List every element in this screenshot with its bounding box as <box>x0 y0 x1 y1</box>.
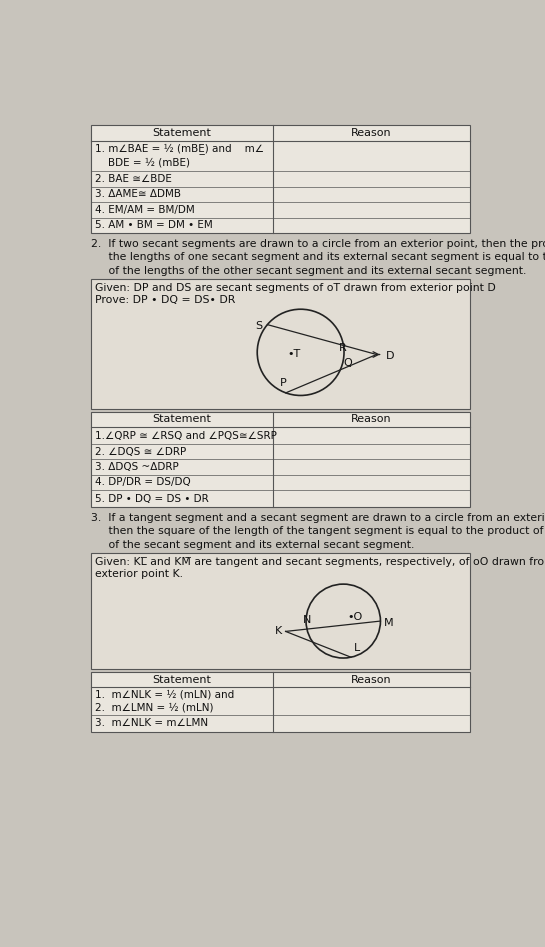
Text: Reason: Reason <box>351 674 391 685</box>
Text: N: N <box>302 615 311 625</box>
Text: Statement: Statement <box>153 674 211 685</box>
Bar <box>92 125 470 233</box>
Text: Statement: Statement <box>153 415 211 424</box>
Text: 1.  m∠NLK = ½ (mLN) and
2.  m∠LMN = ½ (mLN): 1. m∠NLK = ½ (mLN) and 2. m∠LMN = ½ (mLN… <box>95 690 234 712</box>
Text: S: S <box>255 321 262 331</box>
Text: 2. ∠DQS ≅ ∠DRP: 2. ∠DQS ≅ ∠DRP <box>95 447 186 456</box>
Text: M: M <box>384 617 394 628</box>
Text: 4. DP/DR = DS/DQ: 4. DP/DR = DS/DQ <box>95 477 191 488</box>
Text: Reason: Reason <box>351 128 391 138</box>
Text: •T: •T <box>288 348 301 359</box>
Text: 4. EM/AM = BM/DM: 4. EM/AM = BM/DM <box>95 205 195 215</box>
Text: Statement: Statement <box>153 128 211 138</box>
Text: Prove: DP • DQ = DS• DR: Prove: DP • DQ = DS• DR <box>95 295 235 305</box>
Text: 5. DP • DQ = DS • DR: 5. DP • DQ = DS • DR <box>95 493 209 504</box>
Text: 5. AM • BM = DM • EM: 5. AM • BM = DM • EM <box>95 221 213 230</box>
Text: D: D <box>386 351 395 361</box>
Text: L: L <box>354 643 360 652</box>
Text: Given: KL̅ and KM̅ are tangent and secant segments, respectively, of oO drawn fr: Given: KL̅ and KM̅ are tangent and secan… <box>95 557 545 579</box>
Text: P: P <box>280 378 287 388</box>
Bar <box>92 279 470 408</box>
Text: Reason: Reason <box>351 415 391 424</box>
Text: 3. ΔAME≅ ΔDMB: 3. ΔAME≅ ΔDMB <box>95 189 181 200</box>
Bar <box>92 671 470 732</box>
Text: 2. BAE ≅∠BDE: 2. BAE ≅∠BDE <box>95 174 172 184</box>
Bar <box>92 412 470 507</box>
Text: 3.  If a tangent segment and a secant segment are drawn to a circle from an exte: 3. If a tangent segment and a secant seg… <box>92 513 545 549</box>
Text: 1.∠QRP ≅ ∠RSQ and ∠PQS≅∠SRP: 1.∠QRP ≅ ∠RSQ and ∠PQS≅∠SRP <box>95 431 277 440</box>
Text: Given: DP and DS are secant segments of oT drawn from exterior point D: Given: DP and DS are secant segments of … <box>95 283 496 293</box>
Text: 3. ΔDQS ~ΔDRP: 3. ΔDQS ~ΔDRP <box>95 462 179 472</box>
Text: Q: Q <box>344 358 353 368</box>
Text: 1. m∠BAE = ½ (mBE̲) and    m∠
    BDE = ½ (mBE): 1. m∠BAE = ½ (mBE̲) and m∠ BDE = ½ (mBE) <box>95 144 264 168</box>
Text: •O: •O <box>347 612 362 622</box>
Bar <box>92 553 470 669</box>
Text: 3.  m∠NLK = m∠LMN: 3. m∠NLK = m∠LMN <box>95 719 208 728</box>
Text: K: K <box>275 626 282 636</box>
Text: R: R <box>339 343 347 353</box>
Text: 2.  If two secant segments are drawn to a circle from an exterior point, then th: 2. If two secant segments are drawn to a… <box>92 240 545 276</box>
